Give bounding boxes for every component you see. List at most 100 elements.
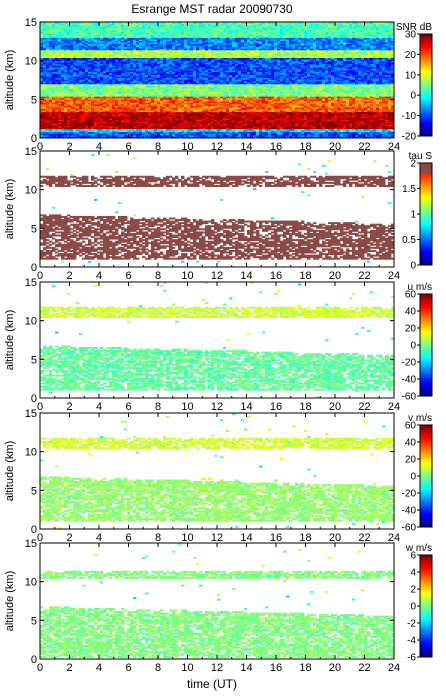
heatmap-cell	[82, 114, 86, 117]
heatmap-cell	[40, 93, 44, 96]
heatmap-cell	[67, 116, 71, 119]
heatmap-cell	[67, 45, 71, 48]
heatmap-cell	[43, 59, 47, 62]
heatmap-cell	[52, 28, 56, 31]
heatmap-cell	[79, 79, 83, 82]
heatmap-cell	[55, 82, 59, 85]
heatmap-cell	[43, 124, 47, 127]
heatmap-cell	[85, 49, 89, 52]
heatmap-cell	[49, 82, 53, 85]
heatmap-cell	[67, 39, 71, 41]
heatmap-cell	[49, 94, 53, 97]
heatmap-cell	[40, 80, 44, 83]
heatmap-cell	[55, 22, 59, 24]
heatmap-cell	[46, 103, 50, 106]
heatmap-cell	[43, 77, 47, 80]
heatmap-cell	[67, 31, 71, 34]
heatmap-cell	[49, 116, 53, 119]
heatmap-cell	[64, 54, 68, 57]
heatmap-cell	[73, 62, 77, 65]
heatmap-cell	[64, 90, 68, 92]
heatmap-cell	[40, 131, 44, 134]
heatmap-cell	[55, 93, 59, 96]
heatmap-cell	[61, 59, 65, 62]
heatmap-cell	[85, 77, 89, 80]
heatmap-cell	[55, 52, 59, 55]
heatmap-cell	[58, 26, 62, 29]
heatmap-cell	[76, 131, 80, 134]
heatmap-cell	[46, 31, 50, 34]
heatmap-cell	[49, 57, 53, 60]
heatmap-cell	[49, 28, 53, 31]
heatmap-cell	[82, 40, 86, 43]
heatmap-cell	[58, 111, 62, 114]
heatmap-cell	[43, 46, 47, 49]
heatmap-cell	[76, 49, 80, 52]
heatmap-cell	[46, 125, 50, 128]
heatmap-cell	[46, 29, 50, 32]
heatmap-cell	[58, 113, 62, 116]
heatmap-cell	[76, 45, 80, 48]
heatmap-cell	[58, 28, 62, 31]
heatmap-cell	[73, 100, 77, 103]
heatmap-cell	[49, 73, 53, 75]
heatmap-cell	[82, 128, 86, 131]
heatmap-cell	[52, 35, 56, 38]
heatmap-cell	[55, 66, 59, 69]
heatmap-cell	[58, 69, 62, 72]
heatmap-cell	[46, 128, 50, 131]
heatmap-cell	[64, 124, 68, 127]
heatmap-cell	[85, 76, 89, 79]
heatmap-cell	[76, 34, 80, 37]
heatmap-cell	[70, 45, 74, 48]
heatmap-cell	[55, 105, 59, 108]
heatmap-cell	[88, 120, 92, 123]
heatmap-cell	[67, 119, 71, 122]
heatmap-cell	[70, 43, 74, 46]
heatmap-cell	[58, 73, 62, 75]
heatmap-cell	[61, 52, 65, 55]
heatmap-cell	[58, 29, 62, 32]
heatmap-cell	[43, 79, 47, 82]
heatmap-cell	[70, 96, 74, 99]
heatmap-cell	[64, 120, 68, 123]
heatmap-cell	[67, 96, 71, 99]
heatmap-cell	[61, 68, 65, 71]
heatmap-cell	[58, 108, 62, 111]
heatmap-cell	[61, 46, 65, 49]
heatmap-cell	[43, 35, 47, 38]
heatmap-cell	[82, 79, 86, 82]
heatmap-cell	[67, 54, 71, 57]
heatmap-cell	[40, 59, 44, 62]
heatmap-cell	[79, 116, 83, 119]
heatmap-cell	[40, 122, 44, 125]
heatmap-cell	[82, 51, 86, 54]
heatmap-cell	[58, 62, 62, 65]
heatmap-cell	[43, 29, 47, 32]
heatmap-cell	[49, 62, 53, 65]
heatmap-cell	[82, 133, 86, 136]
heatmap-cell	[73, 68, 77, 71]
heatmap-cell	[61, 57, 65, 60]
heatmap-cell	[64, 91, 68, 94]
heatmap-cell	[76, 26, 80, 29]
heatmap-cell	[61, 39, 65, 41]
heatmap-cell	[49, 122, 53, 125]
heatmap-cell	[40, 45, 44, 48]
heatmap-cell	[52, 114, 56, 117]
heatmap-cell	[55, 110, 59, 113]
heatmap-cell	[46, 127, 50, 130]
heatmap-cell	[79, 37, 83, 40]
heatmap-cell	[46, 119, 50, 122]
heatmap-cell	[61, 119, 65, 122]
heatmap-cell	[49, 134, 53, 137]
heatmap-cell	[61, 62, 65, 65]
heatmap-cell	[58, 93, 62, 96]
heatmap-cell	[52, 124, 56, 127]
heatmap-cell	[73, 52, 77, 55]
heatmap-cell	[70, 65, 74, 68]
heatmap-cell	[58, 105, 62, 108]
heatmap-cell	[55, 134, 59, 137]
heatmap-cell	[67, 100, 71, 103]
heatmap-cell	[49, 125, 53, 128]
